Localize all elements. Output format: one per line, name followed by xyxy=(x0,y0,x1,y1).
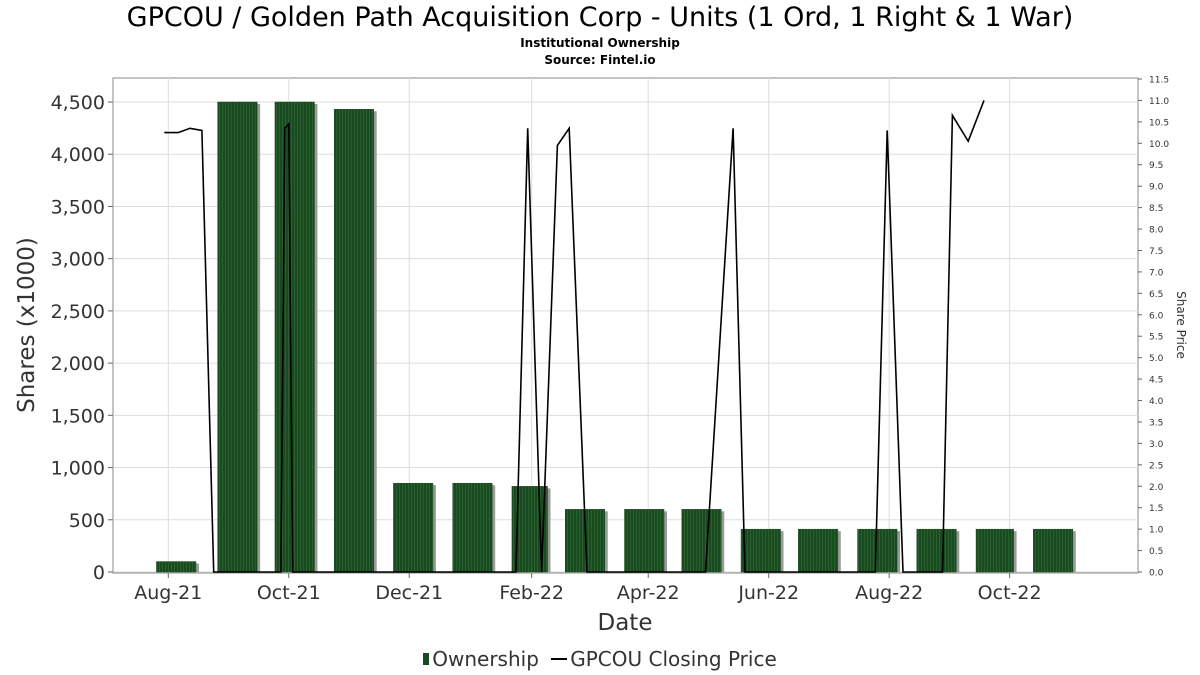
legend-label-price: GPCOU Closing Price xyxy=(570,647,777,671)
legend-item-ownership: Ownership xyxy=(423,647,539,671)
y2-tick-label: 8.0 xyxy=(1149,226,1164,236)
y2-tick-label: 11.5 xyxy=(1149,76,1169,86)
y2-tick-label: 9.5 xyxy=(1149,161,1163,171)
y-tick-label: 1,000 xyxy=(51,458,105,480)
x-tick-label: Oct-22 xyxy=(978,582,1042,604)
y2-tick-label: 4.0 xyxy=(1149,397,1164,407)
y2-axis-label: Share Price xyxy=(1174,291,1188,359)
y2-tick-label: 8.5 xyxy=(1149,204,1163,214)
x-tick-label: Aug-21 xyxy=(134,582,202,604)
y2-tick-label: 7.0 xyxy=(1149,268,1164,278)
y2-tick-label: 5.5 xyxy=(1149,333,1163,343)
chart-subtitle: Institutional Ownership xyxy=(520,36,680,50)
chart-legend: Ownership GPCOU Closing Price xyxy=(0,647,1200,671)
x-tick-label: Jun-22 xyxy=(737,582,799,604)
line-layer xyxy=(164,100,985,573)
y2-tick-label: 5.0 xyxy=(1149,354,1164,364)
ownership-bar xyxy=(156,561,197,573)
ownership-bar xyxy=(798,528,839,573)
axis-layer: 0 500 1,000 1,500 2,000 2,500 3,000 3,500 4,000 4… xyxy=(51,76,1170,605)
legend-line-swatch xyxy=(551,657,568,660)
legend-item-price: GPCOU Closing Price xyxy=(551,647,777,671)
y2-tick-label: 3.5 xyxy=(1149,418,1163,428)
x-tick-label: Apr-22 xyxy=(617,582,680,604)
chart-source: Source: Fintel.io xyxy=(544,53,656,67)
x-axis-label: Date xyxy=(598,610,653,636)
y2-tick-label: 10.0 xyxy=(1149,140,1169,150)
chart-plot: 0 500 1,000 1,500 2,000 2,500 3,000 3,500 4,000 4… xyxy=(14,76,1188,637)
ownership-bar xyxy=(452,482,493,573)
y2-tick-label: 2.5 xyxy=(1149,461,1163,471)
ownership-bar xyxy=(916,528,957,573)
x-tick-label: Aug-22 xyxy=(855,582,923,604)
ownership-bar xyxy=(681,509,722,573)
ownership-bar xyxy=(333,109,374,573)
y2-tick-label: 11.0 xyxy=(1149,97,1169,107)
y2-tick-label: 4.5 xyxy=(1149,376,1163,386)
y2-tick-label: 2.0 xyxy=(1149,483,1164,493)
legend-bar-swatch xyxy=(423,652,430,665)
y2-tick-label: 3.0 xyxy=(1149,440,1164,450)
y-tick-label: 3,000 xyxy=(51,249,105,271)
y2-tick-label: 6.5 xyxy=(1149,290,1163,300)
y-tick-label: 3,500 xyxy=(51,196,105,218)
y2-tick-label: 0.0 xyxy=(1149,569,1164,579)
y2-tick-label: 10.5 xyxy=(1149,118,1169,128)
x-tick-label: Feb-22 xyxy=(499,582,564,604)
ownership-bar xyxy=(393,482,434,573)
y-tick-label: 4,500 xyxy=(51,92,105,114)
y2-tick-label: 6.0 xyxy=(1149,311,1164,321)
y2-tick-label: 1.5 xyxy=(1149,504,1163,514)
y2-tick-label: 0.5 xyxy=(1149,547,1163,557)
ownership-bar xyxy=(1033,528,1074,573)
ownership-bar xyxy=(217,101,258,573)
y-tick-label: 2,000 xyxy=(51,353,105,375)
chart-title: GPCOU / Golden Path Acquisition Corp - U… xyxy=(126,2,1074,33)
y-axis-label: Shares (x1000) xyxy=(14,237,40,413)
y-tick-label: 2,500 xyxy=(51,301,105,323)
y2-tick-label: 1.0 xyxy=(1149,526,1164,536)
y-tick-label: 0 xyxy=(93,562,105,584)
ownership-bar xyxy=(857,528,898,573)
x-tick-label: Oct-21 xyxy=(257,582,321,604)
ownership-bar xyxy=(975,528,1014,573)
plot-area xyxy=(112,77,1139,574)
x-tick-label: Dec-21 xyxy=(375,582,443,604)
y-tick-label: 500 xyxy=(69,510,105,532)
y-tick-label: 4,000 xyxy=(51,144,105,166)
y2-tick-label: 9.0 xyxy=(1149,183,1164,193)
ownership-bar xyxy=(740,528,781,573)
ownership-bar xyxy=(624,509,665,573)
closing-price-line xyxy=(164,100,985,573)
legend-label-ownership: Ownership xyxy=(432,647,539,671)
y2-tick-label: 7.5 xyxy=(1149,247,1163,257)
y-tick-label: 1,500 xyxy=(51,405,105,427)
